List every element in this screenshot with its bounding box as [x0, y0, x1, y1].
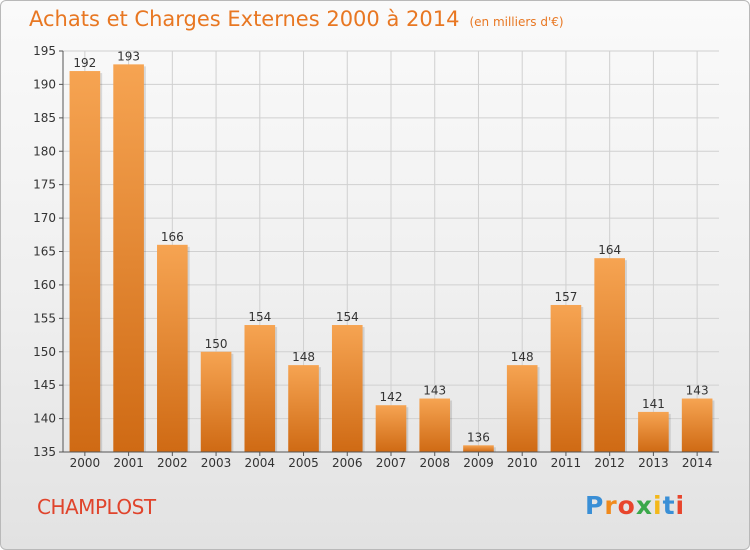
bar — [638, 411, 669, 452]
y-tick-label: 160 — [33, 278, 56, 292]
logo-letter: i — [675, 491, 686, 520]
value-label: 154 — [336, 310, 359, 324]
bar — [375, 405, 407, 452]
value-label: 136 — [467, 430, 490, 444]
value-label: 148 — [511, 350, 534, 364]
y-tick-label: 155 — [33, 311, 56, 325]
x-tick-label: 2000 — [70, 456, 101, 470]
bar — [200, 351, 232, 452]
value-label: 143 — [423, 384, 446, 398]
logo-letter: x — [635, 491, 653, 520]
y-tick-label: 195 — [33, 44, 56, 58]
y-tick-label: 140 — [33, 412, 56, 426]
logo-letter: r — [604, 491, 618, 520]
chart-title-text: Achats et Charges Externes 2000 à 2014 — [29, 7, 460, 31]
x-tick-label: 2013 — [638, 456, 669, 470]
x-tick-label: 2011 — [551, 456, 582, 470]
logo-letter: i — [653, 491, 663, 520]
value-label: 150 — [205, 337, 228, 351]
x-tick-label: 2012 — [594, 456, 625, 470]
x-tick-label: 2002 — [157, 456, 188, 470]
value-label: 192 — [73, 56, 96, 70]
value-label: 142 — [380, 390, 403, 404]
chart-unit-text: (en milliers d'€) — [469, 15, 564, 29]
proxiti-logo: Proxiti — [585, 491, 685, 520]
y-tick-label: 185 — [33, 111, 56, 125]
bar-layer — [69, 64, 715, 453]
y-tick-label: 145 — [33, 378, 56, 392]
bar — [113, 64, 144, 452]
y-tick-label: 190 — [33, 77, 56, 91]
bar — [463, 445, 494, 452]
chart-title: Achats et Charges Externes 2000 à 2014 (e… — [29, 7, 564, 31]
y-tick-label: 165 — [33, 245, 56, 259]
y-tick-label: 175 — [33, 178, 56, 192]
bar — [594, 258, 625, 452]
value-label: 166 — [161, 230, 184, 244]
bar — [331, 325, 363, 452]
x-tick-label: 2010 — [507, 456, 538, 470]
y-tick-label: 180 — [33, 144, 56, 158]
bar — [244, 325, 276, 452]
bar — [681, 398, 713, 452]
value-label: 193 — [117, 49, 140, 63]
y-tick-label: 150 — [33, 345, 56, 359]
x-tick-label: 2014 — [682, 456, 713, 470]
x-tick-label: 2006 — [332, 456, 363, 470]
commune-name: CHAMPLOST — [37, 495, 156, 519]
x-tick-label: 2001 — [113, 456, 144, 470]
bar — [288, 365, 319, 452]
x-tick-label: 2004 — [245, 456, 276, 470]
x-tick-label: 2003 — [201, 456, 232, 470]
value-label: 141 — [642, 397, 665, 411]
value-label-layer: 192 193 166 150 154 148 154 142 143 136 148 157 164 1… — [73, 49, 708, 444]
bar — [157, 244, 188, 452]
bar — [550, 304, 582, 452]
x-tick-label: 2007 — [376, 456, 407, 470]
bar — [506, 365, 538, 452]
logo-letter: t — [662, 491, 676, 520]
logo-letter: o — [617, 491, 636, 520]
y-tick-label: 135 — [33, 445, 56, 459]
x-tick-label: 2005 — [288, 456, 319, 470]
logo-letter: P — [585, 491, 605, 520]
value-label: 157 — [554, 290, 577, 304]
x-tick-label: 2008 — [419, 456, 450, 470]
value-label: 143 — [686, 384, 709, 398]
y-tick-label: 170 — [33, 211, 56, 225]
axis-layer: 135 140 145 150 155 160 165 170 175 180 185 190 195 2… — [33, 44, 719, 470]
x-tick-label: 2009 — [463, 456, 494, 470]
bar — [69, 71, 101, 453]
bar — [419, 398, 451, 452]
value-label: 148 — [292, 350, 315, 364]
value-label: 164 — [598, 243, 621, 257]
value-label: 154 — [248, 310, 271, 324]
